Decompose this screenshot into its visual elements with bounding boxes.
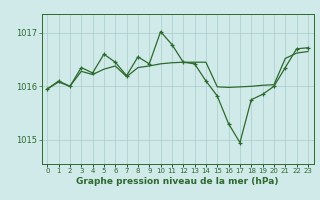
X-axis label: Graphe pression niveau de la mer (hPa): Graphe pression niveau de la mer (hPa): [76, 177, 279, 186]
